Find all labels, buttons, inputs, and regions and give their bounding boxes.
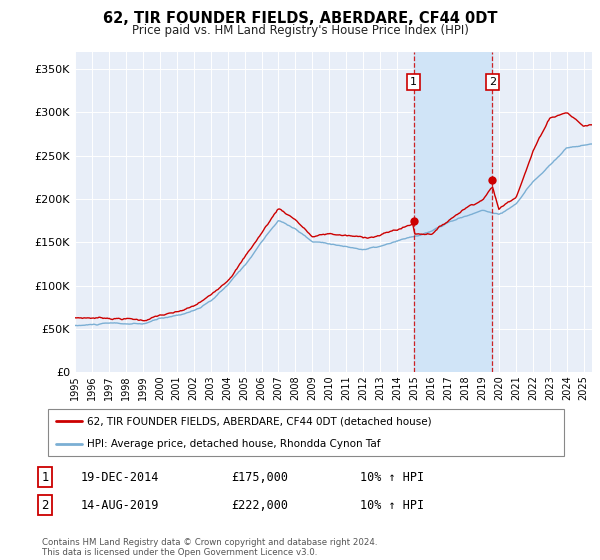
Text: 62, TIR FOUNDER FIELDS, ABERDARE, CF44 0DT: 62, TIR FOUNDER FIELDS, ABERDARE, CF44 0…	[103, 11, 497, 26]
Text: £175,000: £175,000	[231, 470, 288, 484]
Text: 1: 1	[410, 77, 417, 87]
Text: 1: 1	[41, 470, 49, 484]
Text: Contains HM Land Registry data © Crown copyright and database right 2024.
This d: Contains HM Land Registry data © Crown c…	[42, 538, 377, 557]
Text: 10% ↑ HPI: 10% ↑ HPI	[360, 470, 424, 484]
Text: 2: 2	[41, 498, 49, 512]
Text: HPI: Average price, detached house, Rhondda Cynon Taf: HPI: Average price, detached house, Rhon…	[86, 439, 380, 449]
Text: 62, TIR FOUNDER FIELDS, ABERDARE, CF44 0DT (detached house): 62, TIR FOUNDER FIELDS, ABERDARE, CF44 0…	[86, 416, 431, 426]
Text: £222,000: £222,000	[231, 498, 288, 512]
Text: 10% ↑ HPI: 10% ↑ HPI	[360, 498, 424, 512]
Text: 19-DEC-2014: 19-DEC-2014	[81, 470, 160, 484]
Bar	[413, 52, 493, 372]
Text: Price paid vs. HM Land Registry's House Price Index (HPI): Price paid vs. HM Land Registry's House …	[131, 24, 469, 36]
Text: 2: 2	[489, 77, 496, 87]
Text: 14-AUG-2019: 14-AUG-2019	[81, 498, 160, 512]
